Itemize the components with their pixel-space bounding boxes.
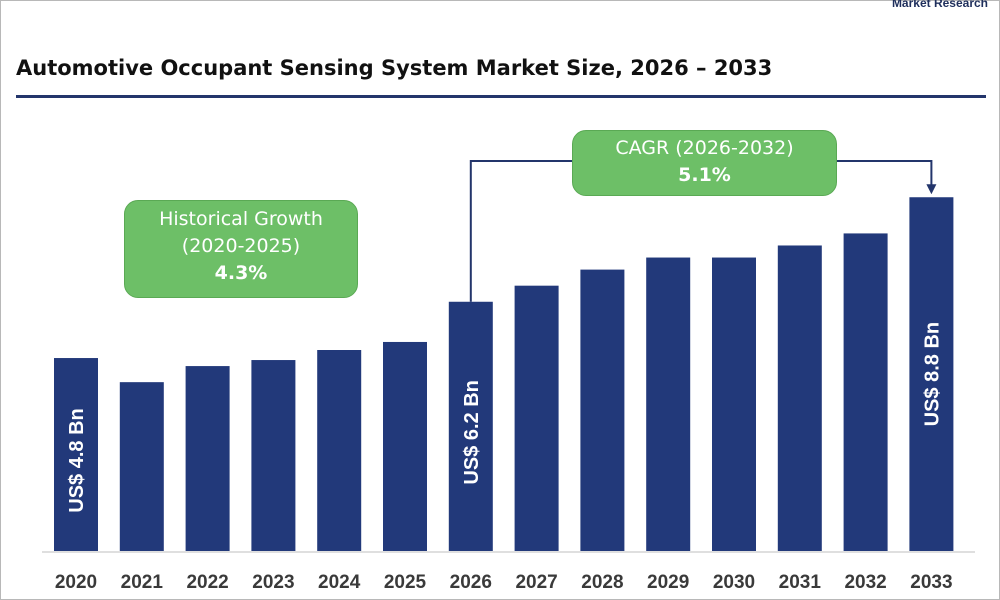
historical-growth-label: Historical Growth xyxy=(159,208,323,230)
x-tick-label-2021: 2021 xyxy=(121,572,164,593)
x-tick-label-2023: 2023 xyxy=(252,572,294,593)
cagr-callout: CAGR (2026-2032) 5.1% xyxy=(572,130,837,196)
x-tick-label-2032: 2032 xyxy=(844,572,886,593)
data-label-2020: US$ 4.8 Bn xyxy=(66,408,88,512)
bar-2023 xyxy=(251,360,296,551)
brand-name: Market Research xyxy=(891,0,988,10)
x-tick-label-2028: 2028 xyxy=(581,572,623,593)
x-tick-label-2022: 2022 xyxy=(186,572,228,593)
bar-2033 xyxy=(909,197,954,552)
x-tick-label-2026: 2026 xyxy=(450,572,492,593)
x-tick-label-2020: 2020 xyxy=(55,572,97,593)
bar-2025 xyxy=(383,341,427,551)
chart-title: Automotive Occupant Sensing System Marke… xyxy=(16,56,773,80)
x-tick-label-2029: 2029 xyxy=(647,572,689,593)
historical-growth-value: 4.3% xyxy=(214,262,268,284)
historical-growth-period: (2020-2025) xyxy=(181,235,301,257)
data-label-2026: US$ 6.2 Bn xyxy=(461,380,483,484)
bar-2029 xyxy=(646,257,691,551)
bar-2022 xyxy=(185,366,230,551)
bar-2027 xyxy=(514,285,559,551)
title-rule xyxy=(16,95,986,98)
bar-2031 xyxy=(777,245,822,552)
cagr-label: CAGR (2026-2032) xyxy=(615,137,794,159)
bar-2021 xyxy=(119,382,164,551)
cagr-value: 5.1% xyxy=(678,164,731,186)
bar-2020 xyxy=(54,358,98,551)
cagr-connector-left xyxy=(469,160,572,302)
bar-2030 xyxy=(712,257,756,551)
x-tick-label-2024: 2024 xyxy=(318,572,361,593)
x-tick-label-2033: 2033 xyxy=(910,572,952,593)
historical-growth-callout: Historical Growth (2020-2025) 4.3% xyxy=(124,200,358,298)
x-tick-label-2027: 2027 xyxy=(515,572,557,593)
bar-2024 xyxy=(317,350,362,551)
cagr-connector-arrow xyxy=(837,160,937,195)
x-tick-label-2030: 2030 xyxy=(713,572,755,593)
x-tick-label-2025: 2025 xyxy=(384,572,427,593)
x-tick-label-2031: 2031 xyxy=(779,572,822,593)
data-label-2033: US$ 8.8 Bn xyxy=(921,322,943,426)
bar-2032 xyxy=(843,233,888,552)
bar-2026 xyxy=(448,301,493,551)
bar-2028 xyxy=(580,269,625,551)
